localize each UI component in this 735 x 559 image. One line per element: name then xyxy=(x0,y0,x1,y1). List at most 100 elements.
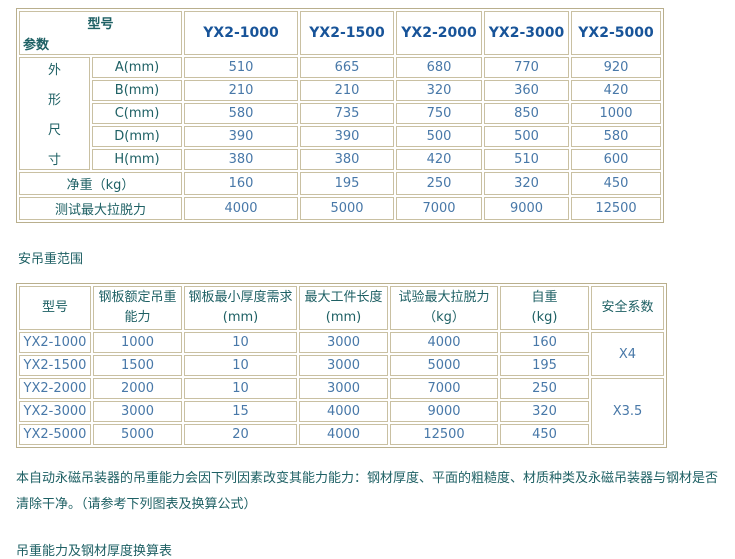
test-pull-value-cell: 7000 xyxy=(396,197,482,220)
dim-label-cell: H(mm) xyxy=(92,149,182,170)
net-weight-label-cell: 净重（kg） xyxy=(19,172,182,195)
note-paragraph: 本自动永磁吊装器的吊重能力会因下列因素改变其能力能力：钢材厚度、平面的粗糙度、材… xyxy=(16,471,719,512)
range-thickness-cell: 10 xyxy=(184,332,297,353)
dimension-group-char: 外 xyxy=(47,63,61,78)
range-header-pull-line1: 试验最大拉脱力 xyxy=(398,290,490,305)
section-title: 安吊重范围 xyxy=(18,252,84,267)
range-header-weight-line1: 自重 xyxy=(531,290,558,305)
dim-value-cell: 510 xyxy=(484,149,569,170)
dim-value-cell: 420 xyxy=(396,149,482,170)
dim-value-cell: 580 xyxy=(184,103,298,124)
range-length-cell: 4000 xyxy=(299,401,388,422)
corner-label-parameter: 参数 xyxy=(23,38,50,53)
dim-value-cell: 510 xyxy=(184,57,298,78)
model-column-header: YX2-1000 xyxy=(184,11,298,55)
range-length-cell: 3000 xyxy=(299,378,388,399)
spec-row-test-pull: 测试最大拉脱力 4000 5000 7000 9000 12500 xyxy=(19,197,661,220)
range-model-cell: YX2-3000 xyxy=(19,401,91,422)
dim-value-cell: 665 xyxy=(300,57,394,78)
range-thickness-cell: 20 xyxy=(184,424,297,445)
range-model-cell: YX2-2000 xyxy=(19,378,91,399)
net-weight-value-cell: 195 xyxy=(300,172,394,195)
dim-label-cell: B(mm) xyxy=(92,80,182,101)
range-header-model: 型号 xyxy=(19,286,91,330)
range-capacity-cell: 3000 xyxy=(93,401,182,422)
corner-label-model: 型号 xyxy=(87,17,114,32)
dim-value-cell: 380 xyxy=(300,149,394,170)
range-length-cell: 4000 xyxy=(299,424,388,445)
test-pull-value-cell: 12500 xyxy=(571,197,661,220)
dim-value-cell: 420 xyxy=(571,80,661,101)
footer-title: 吊重能力及钢材厚度换算表 xyxy=(16,544,173,559)
range-model-cell: YX2-5000 xyxy=(19,424,91,445)
range-row: YX2-5000 5000 20 4000 12500 450 xyxy=(19,424,664,445)
range-header-thickness: 钢板最小厚度需求 (mm) xyxy=(184,286,297,330)
spec-row-b: B(mm) 210 210 320 360 420 xyxy=(19,80,661,101)
range-weight-cell: 450 xyxy=(500,424,589,445)
spec-table: 型号 参数 YX2-1000 YX2-1500 YX2-2000 YX2-300… xyxy=(16,8,664,223)
dim-value-cell: 390 xyxy=(300,126,394,147)
range-thickness-cell: 15 xyxy=(184,401,297,422)
spec-corner-cell: 型号 参数 xyxy=(19,11,182,55)
range-pull-cell: 7000 xyxy=(390,378,498,399)
model-column-header: YX2-3000 xyxy=(484,11,569,55)
range-capacity-cell: 2000 xyxy=(93,378,182,399)
dim-value-cell: 210 xyxy=(184,80,298,101)
range-model-cell: YX2-1000 xyxy=(19,332,91,353)
range-pull-cell: 5000 xyxy=(390,355,498,376)
spec-row-d: D(mm) 390 390 500 500 580 xyxy=(19,126,661,147)
range-header-thickness-line1: 钢板最小厚度需求 xyxy=(188,290,293,305)
dim-value-cell: 210 xyxy=(300,80,394,101)
spec-row-a: 外 形 尺 寸 A(mm) 510 665 680 770 920 xyxy=(19,57,661,170)
test-pull-label-cell: 测试最大拉脱力 xyxy=(19,197,182,220)
range-header-capacity: 钢板额定吊重 能力 xyxy=(93,286,182,330)
dim-value-cell: 500 xyxy=(396,126,482,147)
range-table: 型号 钢板额定吊重 能力 钢板最小厚度需求 (mm) 最大工件长度 (mm) 试… xyxy=(16,283,667,448)
range-header-weight-line2: (kg) xyxy=(531,310,558,325)
range-capacity-cell: 1500 xyxy=(93,355,182,376)
dim-label-cell: A(mm) xyxy=(92,57,182,78)
range-header-thickness-line2: (mm) xyxy=(222,310,259,325)
dim-value-cell: 500 xyxy=(484,126,569,147)
dim-value-cell: 390 xyxy=(184,126,298,147)
safety-factor-cell: X4 xyxy=(591,332,664,376)
test-pull-value-cell: 9000 xyxy=(484,197,569,220)
range-header-length: 最大工件长度 (mm) xyxy=(299,286,388,330)
range-weight-cell: 250 xyxy=(500,378,589,399)
range-length-cell: 3000 xyxy=(299,355,388,376)
dim-value-cell: 680 xyxy=(396,57,482,78)
range-row: YX2-1000 1000 10 3000 4000 160 X4 xyxy=(19,332,664,376)
range-header-capacity-line1: 钢板额定吊重 xyxy=(98,290,177,305)
dim-value-cell: 380 xyxy=(184,149,298,170)
dim-value-cell: 580 xyxy=(571,126,661,147)
range-row: YX2-3000 3000 15 4000 9000 320 xyxy=(19,401,664,422)
range-thickness-cell: 10 xyxy=(184,378,297,399)
dimension-group-cell: 外 形 尺 寸 xyxy=(19,57,90,170)
range-header-capacity-line2: 能力 xyxy=(124,310,151,325)
net-weight-value-cell: 320 xyxy=(484,172,569,195)
dim-label-cell: D(mm) xyxy=(92,126,182,147)
range-header-length-line1: 最大工件长度 xyxy=(304,290,383,305)
range-weight-cell: 195 xyxy=(500,355,589,376)
dim-value-cell: 360 xyxy=(484,80,569,101)
spec-header-row: 型号 参数 YX2-1000 YX2-1500 YX2-2000 YX2-300… xyxy=(19,11,661,55)
range-pull-cell: 12500 xyxy=(390,424,498,445)
safety-factor-cell: X3.5 xyxy=(591,378,664,445)
dim-value-cell: 750 xyxy=(396,103,482,124)
range-row: YX2-1500 1500 10 3000 5000 195 xyxy=(19,355,664,376)
range-row: YX2-2000 2000 10 3000 7000 250 X3.5 xyxy=(19,378,664,445)
model-column-header: YX2-5000 xyxy=(571,11,661,55)
dim-value-cell: 735 xyxy=(300,103,394,124)
net-weight-value-cell: 250 xyxy=(396,172,482,195)
range-header-weight: 自重 (kg) xyxy=(500,286,589,330)
range-pull-cell: 9000 xyxy=(390,401,498,422)
range-header-pull: 试验最大拉脱力 （kg） xyxy=(390,286,498,330)
range-capacity-cell: 1000 xyxy=(93,332,182,353)
range-header-safety: 安全系数 xyxy=(591,286,664,330)
dim-value-cell: 320 xyxy=(396,80,482,101)
dim-value-cell: 600 xyxy=(571,149,661,170)
dim-value-cell: 920 xyxy=(571,57,661,78)
spec-row-net-weight: 净重（kg） 160 195 250 320 450 xyxy=(19,172,661,195)
test-pull-value-cell: 5000 xyxy=(300,197,394,220)
model-column-header: YX2-1500 xyxy=(300,11,394,55)
